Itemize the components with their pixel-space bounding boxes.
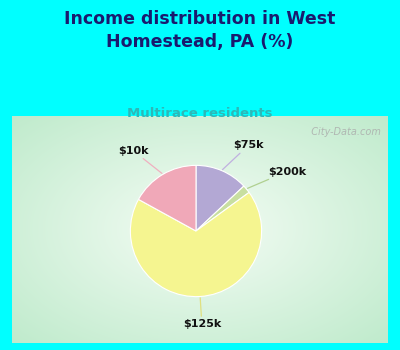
Text: $75k: $75k (222, 140, 264, 169)
Wedge shape (130, 193, 262, 296)
Wedge shape (196, 166, 244, 231)
Text: Income distribution in West
Homestead, PA (%): Income distribution in West Homestead, P… (64, 10, 336, 51)
Text: $200k: $200k (248, 167, 306, 188)
Text: $125k: $125k (183, 298, 221, 329)
Text: City-Data.com: City-Data.com (305, 127, 380, 137)
Text: $10k: $10k (118, 146, 162, 173)
Wedge shape (138, 166, 196, 231)
Text: Multirace residents: Multirace residents (127, 107, 273, 120)
Wedge shape (196, 186, 249, 231)
